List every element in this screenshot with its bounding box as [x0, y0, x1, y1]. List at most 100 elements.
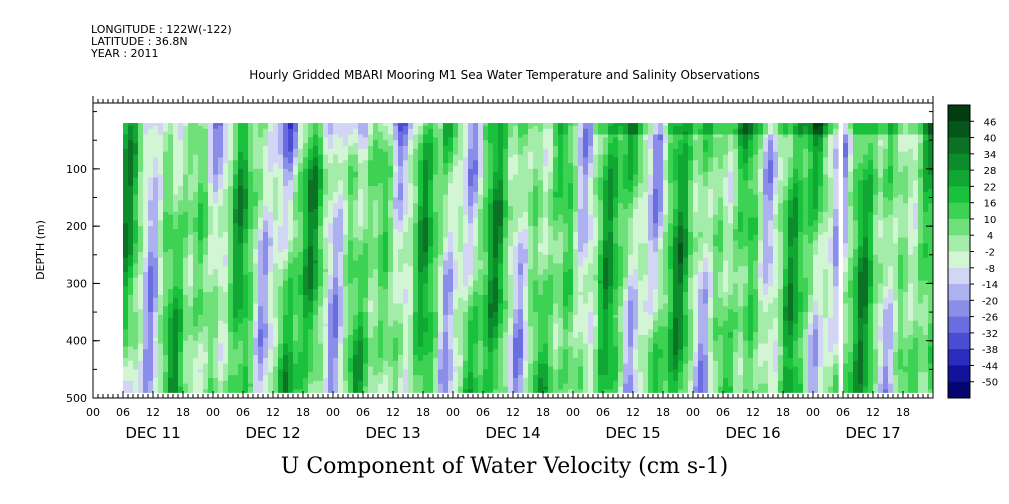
heatmap-cell: [123, 286, 129, 290]
heatmap-cell: [153, 383, 159, 388]
heatmap-cell: [168, 297, 174, 302]
heatmap-cell: [173, 375, 179, 379]
heatmap-cell: [133, 260, 139, 264]
heatmap-cell: [148, 223, 154, 227]
heatmap-cell: [153, 323, 159, 327]
heatmap-cell: [133, 277, 139, 282]
heatmap-cell: [173, 383, 179, 388]
heatmap-cell: [173, 134, 179, 138]
heatmap-cell: [143, 263, 149, 267]
heatmap-cell: [123, 223, 129, 227]
heatmap-cell: [158, 243, 164, 247]
heatmap-cell: [168, 271, 174, 276]
heatmap-cell: [143, 123, 149, 127]
heatmap-cell: [163, 369, 169, 373]
heatmap-cell: [143, 357, 149, 362]
heatmap-cell: [168, 303, 174, 307]
heatmap-cell: [138, 157, 144, 161]
heatmap-cell: [138, 220, 144, 224]
heatmap-cell: [158, 174, 164, 179]
heatmap-cell: [123, 220, 129, 224]
heatmap-cell: [158, 277, 164, 282]
heatmap-cell: [138, 292, 144, 296]
heatmap-cell: [153, 125, 159, 130]
heatmap-cell: [123, 320, 129, 325]
heatmap-cell: [133, 289, 139, 293]
heatmap-cell: [128, 263, 134, 267]
heatmap-cell: [143, 283, 149, 287]
heatmap-cell: [138, 260, 144, 264]
heatmap-cell: [133, 309, 139, 313]
heatmap-cell: [133, 154, 139, 159]
heatmap-cell: [148, 383, 154, 388]
heatmap-cell: [143, 163, 149, 167]
heatmap-cell: [178, 188, 184, 193]
heatmap-cell: [143, 260, 149, 264]
year-label: YEAR : 2011: [91, 47, 159, 60]
heatmap-cell: [133, 237, 139, 242]
heatmap-cell: [128, 389, 134, 393]
heatmap-cell: [128, 125, 134, 130]
heatmap-cell: [158, 360, 164, 365]
heatmap-cell: [148, 234, 154, 239]
heatmap-cell: [138, 306, 144, 310]
heatmap-cell: [158, 269, 164, 273]
heatmap-cell: [173, 257, 179, 262]
heatmap-cell: [153, 229, 159, 233]
heatmap-cell: [178, 194, 184, 199]
heatmap-cell: [158, 343, 164, 348]
heatmap-cell: [168, 240, 174, 244]
heatmap-cell: [123, 171, 129, 176]
heatmap-cell: [133, 240, 139, 244]
heatmap-cell: [158, 303, 164, 307]
heatmap-cell: [123, 243, 129, 247]
heatmap-cell: [128, 186, 134, 190]
heatmap-cell: [158, 180, 164, 184]
heatmap-cell: [153, 180, 159, 184]
heatmap-cell: [158, 300, 164, 305]
heatmap-cell: [163, 297, 169, 302]
heatmap-cell: [138, 194, 144, 199]
heatmap-cell: [178, 366, 184, 370]
heatmap-cell: [143, 220, 149, 224]
heatmap-cell: [143, 217, 149, 222]
heatmap-cell: [138, 317, 144, 322]
heatmap-cell: [173, 203, 179, 207]
heatmap-cell: [378, 389, 384, 393]
heatmap-cell: [153, 171, 159, 176]
heatmap-cell: [158, 346, 164, 350]
heatmap-cell: [148, 274, 154, 279]
heatmap-cell: [153, 177, 159, 181]
heatmap-cell: [148, 208, 154, 213]
heatmap-cell: [138, 148, 144, 153]
heatmap-cell: [173, 151, 179, 156]
heatmap-cell: [148, 277, 154, 282]
heatmap-cell: [153, 292, 159, 296]
heatmap-cell: [178, 177, 184, 181]
heatmap-cell: [178, 134, 184, 138]
heatmap-cell: [128, 283, 134, 287]
heatmap-cell: [178, 329, 184, 333]
heatmap-cell: [153, 386, 159, 390]
heatmap-cell: [128, 352, 134, 356]
heatmap-cell: [163, 352, 169, 356]
heatmap-cell: [178, 229, 184, 233]
heatmap-cell: [128, 171, 134, 176]
heatmap-cell: [133, 191, 139, 196]
heatmap-cell: [178, 386, 184, 390]
heatmap-cell: [138, 168, 144, 173]
heatmap-cell: [148, 143, 154, 147]
heatmap-cell: [138, 125, 144, 130]
heatmap-cell: [173, 148, 179, 153]
heatmap-cell: [133, 203, 139, 207]
heatmap-cell: [153, 206, 159, 210]
heatmap-cell: [138, 171, 144, 176]
heatmap-cell: [173, 329, 179, 333]
heatmap-cell: [228, 389, 234, 393]
heatmap-cell: [133, 151, 139, 156]
heatmap-cell: [153, 123, 159, 127]
heatmap-cell: [168, 166, 174, 170]
heatmap-cell: [178, 286, 184, 290]
heatmap-cell: [173, 246, 179, 250]
heatmap-cell: [173, 326, 179, 330]
